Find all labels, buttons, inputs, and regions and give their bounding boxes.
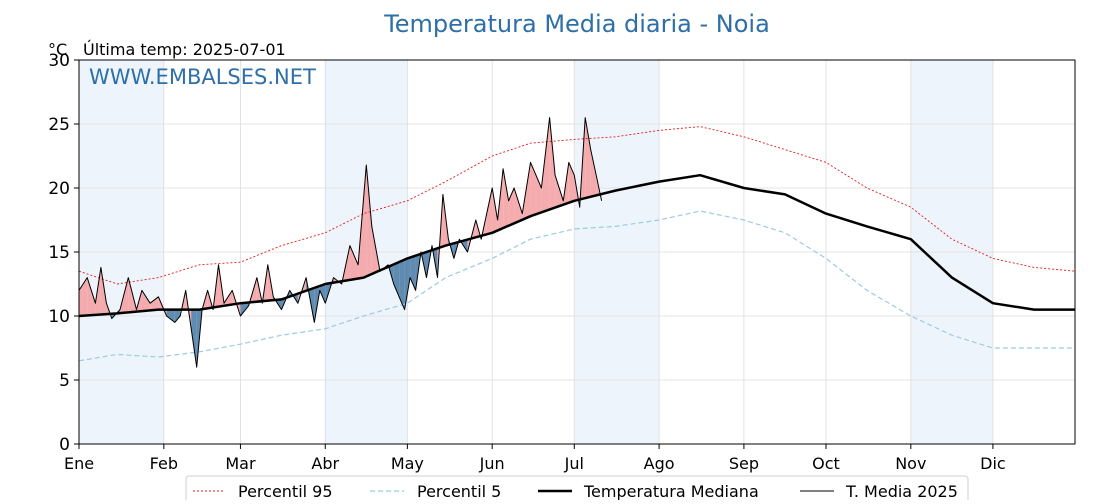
anomaly-fill-64 [503, 168, 509, 229]
series-line-3 [78, 117, 603, 368]
y-tick-label-15: 15 [48, 243, 70, 263]
series-line-1 [78, 210, 1075, 362]
anomaly-fill-46 [399, 259, 405, 310]
legend-box [185, 475, 969, 504]
y-tick-label-5: 5 [59, 371, 70, 391]
legend-label-p95: Percentil 95 [238, 482, 333, 500]
anomaly-fill-10 [150, 296, 159, 311]
anomaly-fill-68 [530, 162, 536, 217]
anomaly-fill-12 [166, 309, 175, 323]
x-tick-label-Jul: Jul [564, 454, 584, 473]
series-line-0 [78, 126, 1076, 285]
anomaly-fill-13 [174, 309, 181, 323]
anomaly-fill-41 [366, 164, 372, 277]
y-tick-label-25: 25 [48, 115, 70, 135]
legend-label-median: Temperatura Mediana [583, 482, 759, 500]
x-tick-label-Nov: Nov [895, 454, 926, 473]
anomaly-fill-47 [404, 257, 411, 310]
x-tick-label-Jun: Jun [479, 454, 505, 473]
y-tick-label-30: 30 [48, 51, 70, 71]
anomaly-fill-78 [590, 149, 597, 197]
anomaly-fill-16 [191, 309, 197, 368]
anomaly-fill-72 [555, 175, 564, 208]
x-tick-label-Ene: Ene [64, 454, 94, 473]
series-line-2 [78, 173, 1075, 318]
anomaly-fill-9 [141, 290, 151, 312]
x-tick-label-Ago: Ago [644, 454, 675, 473]
unit-label: °C [48, 40, 67, 59]
watermark-text: WWW.EMBALSES.NET [89, 65, 316, 89]
legend-label-current: T. Media 2025 [845, 482, 958, 500]
legend-label-p5: Percentil 5 [417, 482, 501, 500]
anomaly-fill-62 [492, 188, 498, 233]
x-tick-label-Oct: Oct [812, 454, 840, 473]
legend: Percentil 95 Percentil 5 Temperatura Med… [185, 475, 969, 504]
anomaly-fill-66 [514, 188, 523, 224]
anomaly-fill-39 [349, 245, 359, 280]
y-tick-label-10: 10 [48, 307, 70, 327]
x-axis-ticks: Ene Feb Mar Abr May Jun Jul Ago Sep Oct Nov Dic [64, 444, 1006, 473]
chart-title: Temperatura Media diaria - Noia [383, 10, 770, 38]
x-tick-label-Sep: Sep [729, 454, 759, 473]
x-tick-label-Dic: Dic [980, 454, 1006, 473]
last-temp-label: Última temp: 2025-07-01 [83, 40, 286, 59]
anomaly-fill-48 [410, 255, 416, 291]
x-tick-label-May: May [391, 454, 424, 473]
y-tick-label-0: 0 [59, 435, 70, 455]
series-lines [78, 117, 1076, 368]
y-tick-label-20: 20 [48, 179, 70, 199]
anomaly-fill-45 [393, 262, 400, 297]
anomaly-fill-71 [549, 117, 556, 210]
anomaly-fill-35 [319, 284, 326, 304]
y-axis-ticks: 0 5 10 15 20 25 30 [48, 51, 79, 455]
anomaly-fill-1 [87, 277, 96, 316]
anomaly-fill-77 [585, 117, 591, 199]
x-tick-label-Abr: Abr [311, 454, 339, 473]
anomaly-fill-65 [508, 188, 515, 226]
x-tick-label-Mar: Mar [225, 454, 256, 473]
anomaly-fill-61 [486, 188, 493, 235]
x-tick-label-Feb: Feb [150, 454, 178, 473]
